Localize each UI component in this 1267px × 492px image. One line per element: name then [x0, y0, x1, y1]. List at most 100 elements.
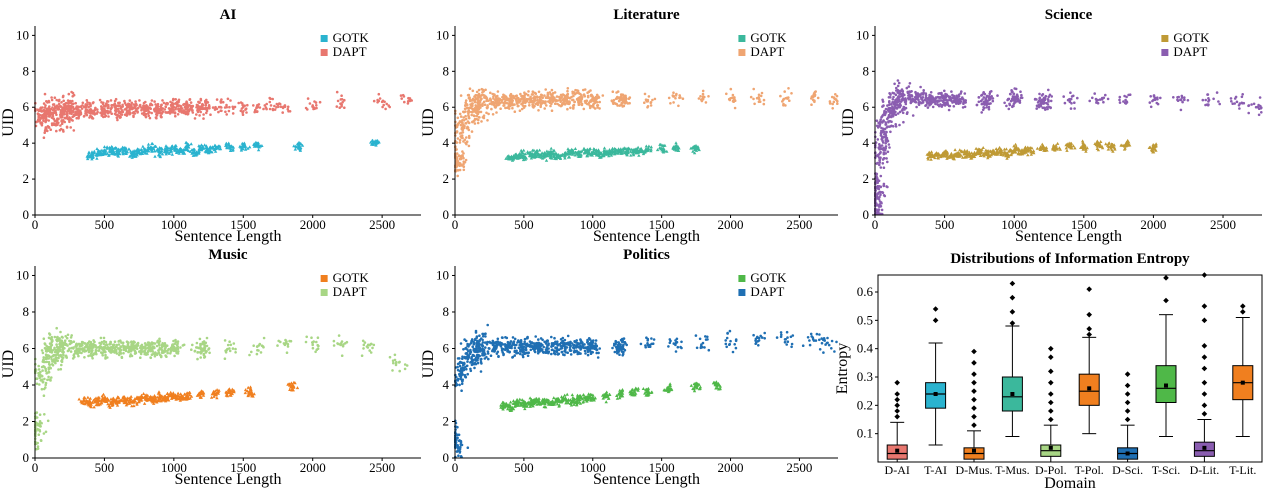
data-point [467, 114, 470, 117]
data-point [948, 96, 952, 99]
data-point [457, 169, 460, 172]
data-point [56, 117, 59, 120]
data-point [467, 144, 471, 148]
data-point [372, 141, 376, 144]
data-point [537, 148, 542, 152]
data-point [884, 138, 888, 142]
data-point [115, 151, 120, 155]
data-point [150, 142, 154, 145]
data-point [902, 120, 905, 124]
data-point [609, 153, 614, 157]
x-tick-label: 1000 [580, 217, 606, 232]
data-point [878, 143, 881, 146]
data-point [678, 96, 681, 100]
data-point [477, 110, 481, 114]
data-point [148, 116, 152, 120]
data-point [566, 93, 569, 97]
data-point [455, 141, 459, 144]
data-point [470, 113, 474, 117]
data-point [880, 115, 884, 118]
data-point [484, 88, 487, 92]
data-point [464, 104, 467, 107]
data-point [184, 146, 188, 150]
data-point [273, 108, 277, 111]
data-point [86, 101, 89, 104]
data-point [89, 344, 92, 348]
data-point [649, 104, 653, 107]
data-point [71, 105, 75, 109]
data-point [565, 152, 569, 156]
data-point [585, 150, 590, 154]
data-point [481, 103, 484, 107]
data-point [955, 94, 958, 98]
data-point [543, 107, 546, 110]
data-point [52, 122, 56, 126]
data-point [459, 157, 463, 161]
data-point [943, 101, 946, 105]
data-point [174, 98, 177, 101]
data-point [50, 123, 54, 127]
data-point [120, 109, 124, 113]
data-point [588, 106, 592, 110]
data-point [1033, 98, 1037, 101]
data-point [67, 106, 71, 110]
data-point [48, 112, 52, 115]
data-point [49, 379, 52, 382]
data-point [120, 145, 125, 149]
data-point [142, 149, 146, 153]
data-point [102, 149, 107, 153]
data-point [455, 152, 459, 155]
data-point [42, 337, 46, 341]
data-point [586, 94, 590, 98]
data-point [566, 107, 569, 111]
data-point [211, 106, 215, 109]
data-point [614, 102, 618, 106]
data-point [628, 101, 631, 105]
data-point [160, 147, 164, 151]
data-point [456, 174, 460, 178]
data-point [549, 104, 552, 108]
data-point [128, 99, 132, 102]
data-point [286, 105, 290, 109]
data-point [1252, 102, 1256, 106]
data-point [479, 110, 483, 114]
data-point [1031, 149, 1036, 153]
data-point [1094, 97, 1098, 101]
data-point [1020, 96, 1024, 100]
data-point [406, 100, 410, 103]
data-point [531, 99, 534, 103]
data-point [516, 96, 519, 100]
data-point [86, 152, 91, 156]
data-point [38, 113, 42, 117]
data-point [918, 93, 921, 97]
data-point [456, 137, 460, 140]
data-point [880, 144, 884, 147]
data-point [47, 119, 50, 122]
data-point [546, 95, 550, 99]
data-point [905, 86, 909, 90]
data-point [88, 116, 91, 119]
data-point [458, 141, 462, 144]
data-point [553, 91, 557, 94]
data-point [520, 94, 523, 98]
data-point [589, 153, 593, 157]
y-tick-label: 4 [863, 135, 870, 150]
data-point [491, 113, 495, 116]
data-point [476, 106, 479, 109]
data-point [91, 112, 94, 115]
data-point [164, 105, 168, 109]
data-point [462, 152, 465, 155]
data-point [127, 147, 131, 151]
data-point [1004, 147, 1009, 151]
data-point [779, 94, 782, 98]
data-point [119, 115, 122, 119]
data-point [87, 350, 91, 354]
data-point [881, 158, 885, 161]
data-point [156, 102, 160, 106]
data-point [470, 107, 474, 110]
data-point [531, 93, 534, 96]
data-point [468, 87, 472, 90]
data-point [462, 140, 465, 143]
data-point [689, 146, 693, 150]
data-point [69, 126, 72, 129]
